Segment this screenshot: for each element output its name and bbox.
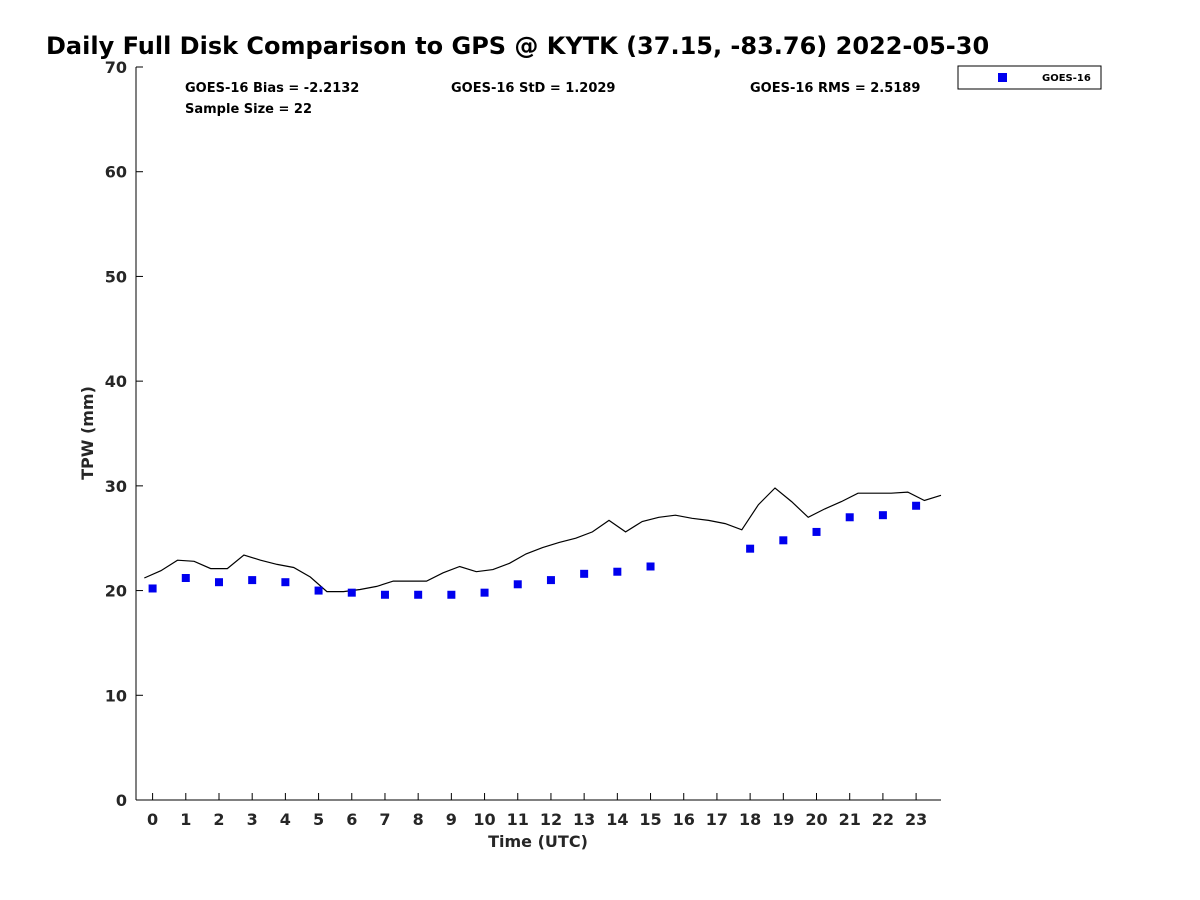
y-ticks: 0 10 20 30 40 50 60 70 bbox=[105, 58, 143, 810]
goes16-point bbox=[314, 586, 323, 595]
x-tick-label: 18 bbox=[739, 810, 761, 829]
goes16-point bbox=[248, 576, 257, 585]
y-tick-label: 30 bbox=[105, 477, 127, 496]
goes16-point bbox=[812, 527, 821, 536]
goes16-point bbox=[148, 584, 157, 593]
bias-stat: GOES-16 Bias = -2.2132 bbox=[185, 81, 359, 96]
goes16-point bbox=[414, 590, 423, 599]
rms-stat: GOES-16 RMS = 2.5189 bbox=[750, 81, 920, 96]
goes16-point bbox=[181, 574, 190, 583]
y-tick-label: 60 bbox=[105, 163, 127, 182]
legend: GOES-16 bbox=[957, 65, 1102, 90]
x-tick-label: 16 bbox=[673, 810, 695, 829]
x-tick-label: 20 bbox=[805, 810, 827, 829]
goes16-point bbox=[746, 544, 755, 553]
x-tick-label: 15 bbox=[639, 810, 661, 829]
chart-title: Daily Full Disk Comparison to GPS @ KYTK… bbox=[46, 32, 989, 60]
x-tick-label: 7 bbox=[379, 810, 390, 829]
y-tick-label: 20 bbox=[105, 582, 127, 601]
x-tick-label: 22 bbox=[872, 810, 894, 829]
x-tick-label: 23 bbox=[905, 810, 927, 829]
x-tick-label: 8 bbox=[413, 810, 424, 829]
gps-tpw-line bbox=[144, 487, 942, 593]
goes16-point bbox=[912, 501, 921, 510]
x-tick-label: 10 bbox=[473, 810, 495, 829]
x-tick-label: 4 bbox=[280, 810, 291, 829]
goes16-point bbox=[613, 567, 622, 576]
goes16-point bbox=[447, 590, 456, 599]
y-tick-label: 50 bbox=[105, 267, 127, 286]
x-tick-label: 5 bbox=[313, 810, 324, 829]
y-tick-label: 0 bbox=[116, 791, 127, 810]
goes16-point bbox=[513, 580, 522, 589]
x-ticks: 0 1 2 3 4 5 6 7 8 9 10 11 12 13 14 15 16 17 18 19 20 21 22 23 bbox=[147, 793, 927, 829]
x-tick-label: 9 bbox=[446, 810, 457, 829]
x-tick-label: 19 bbox=[772, 810, 794, 829]
x-tick-label: 0 bbox=[147, 810, 158, 829]
legend-label-goes16: GOES-16 bbox=[1042, 73, 1091, 84]
goes16-point bbox=[214, 578, 223, 587]
sample-size-stat: Sample Size = 22 bbox=[185, 102, 312, 117]
x-tick-label: 13 bbox=[573, 810, 595, 829]
legend-marker bbox=[998, 73, 1007, 82]
x-tick-label: 1 bbox=[180, 810, 191, 829]
x-tick-label: 2 bbox=[213, 810, 224, 829]
goes16-point bbox=[779, 536, 788, 545]
x-tick-label: 6 bbox=[346, 810, 357, 829]
y-axis-label: TPW (mm) bbox=[78, 386, 97, 480]
goes16-point bbox=[845, 513, 854, 522]
series-layer bbox=[144, 487, 942, 599]
goes16-point bbox=[347, 588, 356, 597]
x-tick-label: 14 bbox=[606, 810, 628, 829]
goes16-point bbox=[546, 576, 555, 585]
legend-box bbox=[957, 65, 1102, 90]
goes16-point bbox=[281, 578, 290, 587]
y-tick-label: 10 bbox=[105, 686, 127, 705]
x-axis-label: Time (UTC) bbox=[488, 832, 588, 851]
goes16-point bbox=[878, 511, 887, 520]
goes16-point bbox=[380, 590, 389, 599]
x-tick-label: 12 bbox=[540, 810, 562, 829]
goes16-point bbox=[646, 562, 655, 571]
x-tick-label: 17 bbox=[706, 810, 728, 829]
goes16-point bbox=[480, 588, 489, 597]
x-tick-label: 3 bbox=[247, 810, 258, 829]
std-stat: GOES-16 StD = 1.2029 bbox=[451, 81, 615, 96]
x-tick-label: 11 bbox=[507, 810, 529, 829]
x-tick-label: 21 bbox=[839, 810, 861, 829]
y-tick-label: 70 bbox=[105, 58, 127, 77]
goes16-point bbox=[580, 569, 589, 578]
y-tick-label: 40 bbox=[105, 372, 127, 391]
